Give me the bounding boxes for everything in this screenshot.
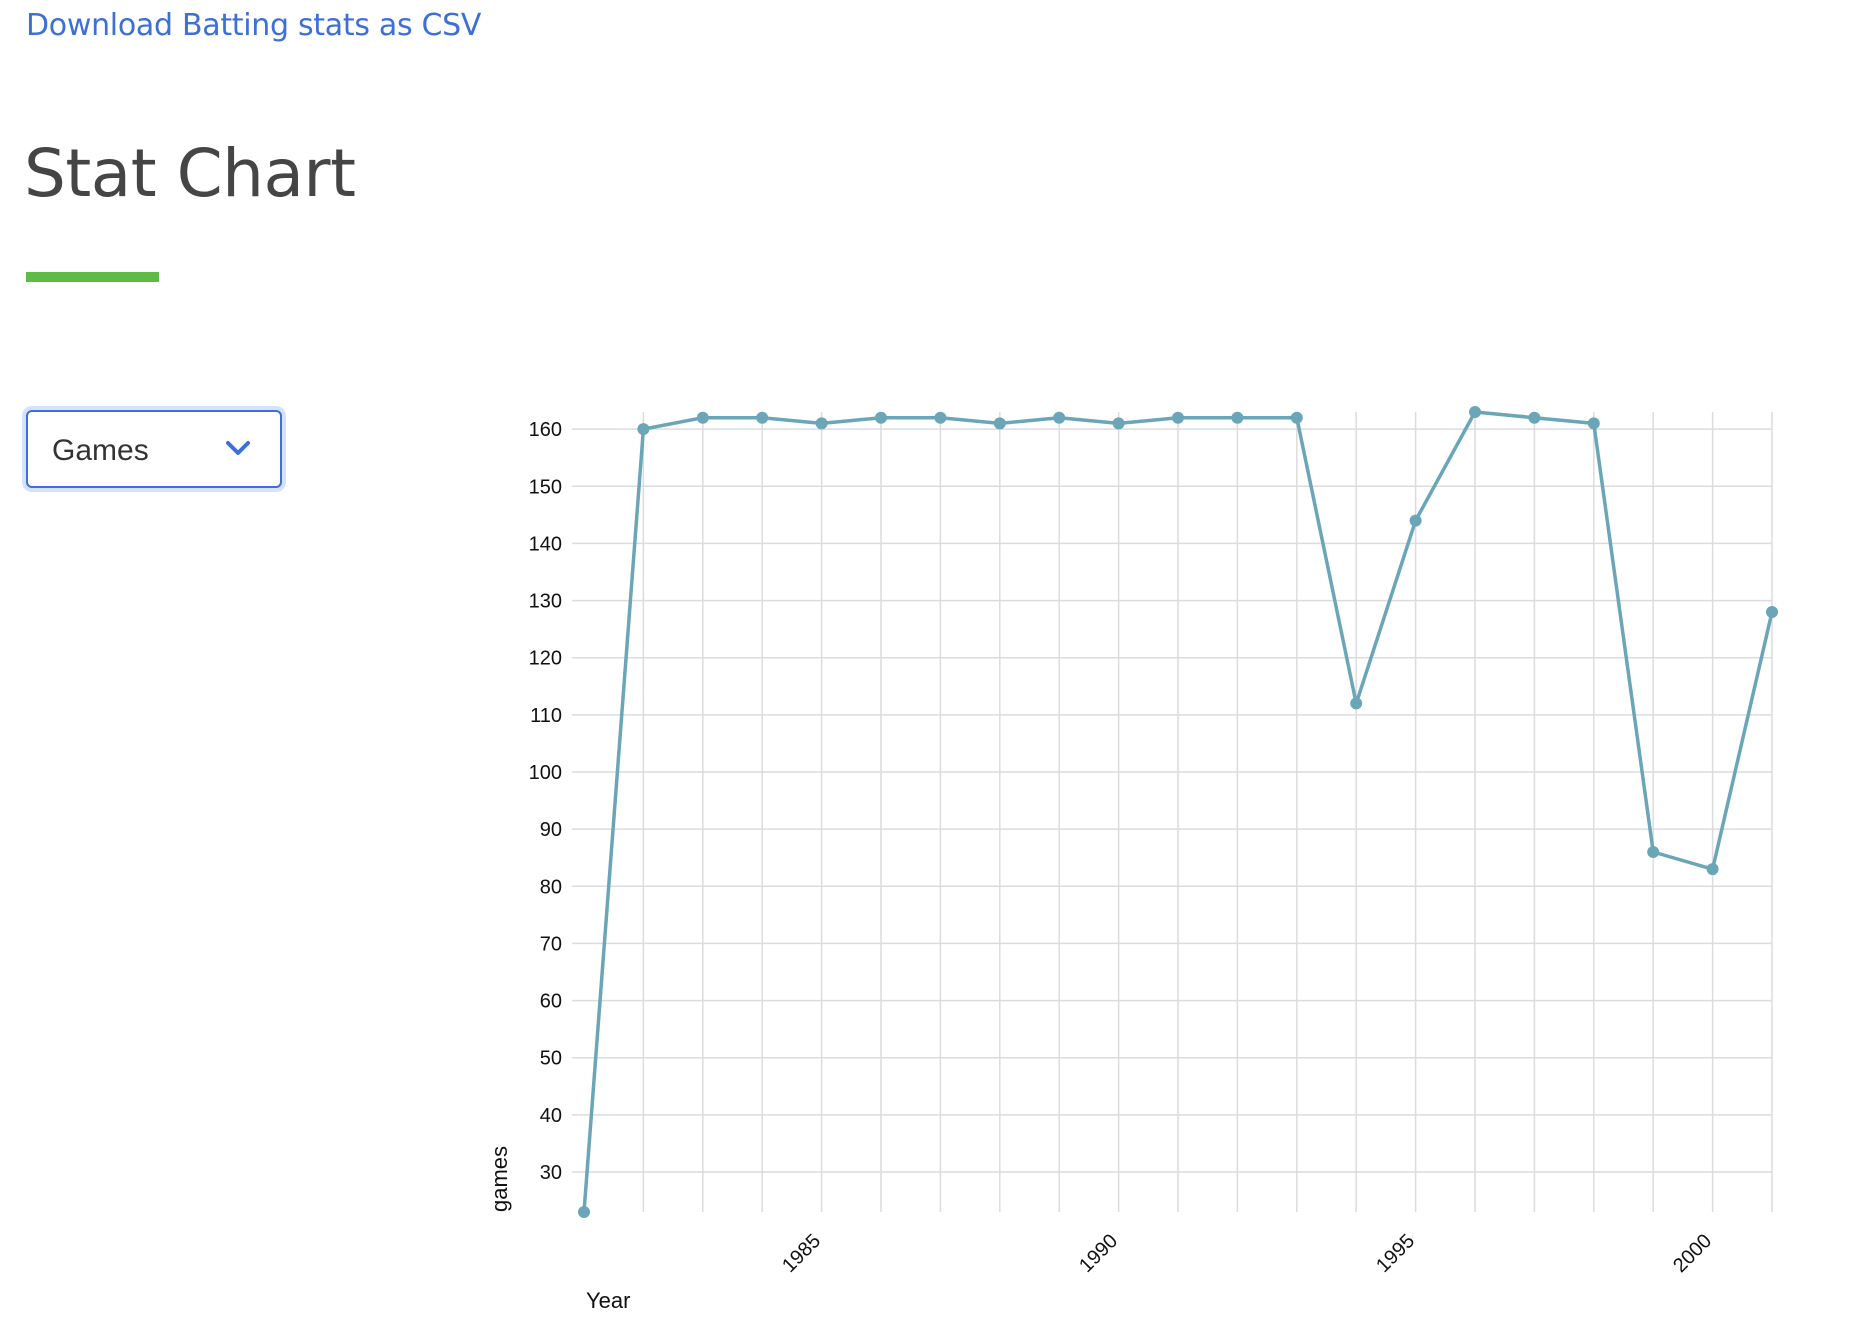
data-point (637, 423, 650, 436)
x-axis-title: Year (586, 1288, 630, 1313)
y-tick-label: 80 (540, 876, 562, 898)
data-point (1766, 606, 1778, 618)
y-tick-label: 100 (529, 762, 562, 784)
y-tick-label: 60 (540, 991, 562, 1013)
y-tick-label: 130 (529, 591, 562, 613)
stat-select-dropdown[interactable]: Games (26, 410, 282, 488)
x-tick-label: 1995 (1372, 1230, 1419, 1277)
data-point (578, 1206, 590, 1218)
data-point (815, 417, 828, 430)
data-point (696, 411, 709, 424)
y-tick-label: 110 (530, 705, 562, 727)
data-point (1528, 411, 1541, 424)
y-tick-label: 160 (529, 419, 562, 441)
data-point (1706, 863, 1719, 876)
data-point (1053, 411, 1066, 424)
y-tick-label: 150 (529, 476, 562, 498)
stat-select-value: Games (52, 434, 149, 467)
x-tick-label: 1990 (1075, 1230, 1122, 1277)
y-axis-title: games (487, 1146, 512, 1212)
y-tick-label: 30 (540, 1162, 562, 1184)
x-tick-label: 2000 (1669, 1230, 1716, 1277)
data-point (1112, 417, 1125, 430)
data-point (934, 411, 947, 424)
x-tick-label: 1985 (778, 1230, 825, 1277)
data-point (1409, 514, 1422, 527)
y-tick-label: 140 (529, 533, 562, 555)
data-point (993, 417, 1006, 430)
title-underline (26, 272, 159, 282)
data-point (1290, 411, 1303, 424)
data-point (1172, 411, 1184, 424)
y-tick-label: 70 (540, 933, 562, 955)
data-point (1647, 846, 1660, 858)
page-title: Stat Chart (24, 135, 356, 212)
y-tick-label: 90 (540, 819, 562, 841)
data-point (756, 411, 769, 424)
data-point (1587, 417, 1600, 430)
y-tick-label: 40 (540, 1105, 562, 1127)
chevron-down-icon (226, 441, 250, 455)
data-point (1469, 406, 1481, 418)
download-csv-link[interactable]: Download Batting stats as CSV (26, 8, 482, 43)
data-point (875, 411, 887, 424)
data-point (1231, 411, 1244, 424)
y-tick-label: 50 (540, 1048, 562, 1070)
data-point (1350, 697, 1363, 710)
y-tick-label: 120 (529, 648, 562, 670)
